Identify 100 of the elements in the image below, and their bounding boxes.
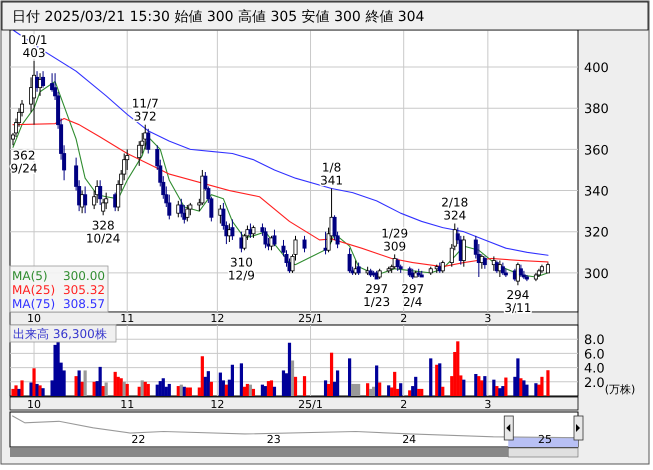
candlestick [230,218,234,240]
bar [92,382,96,396]
bar [357,384,360,396]
x-tick-label: 25/1 [298,398,323,411]
bar [20,380,24,396]
bar [516,358,520,396]
bar [180,384,183,396]
text: MA(75) 308.57 [12,297,105,311]
line-series [12,29,548,256]
bar [266,381,270,396]
bar [372,386,376,396]
y-axis-title: (万株) [604,383,636,396]
bar [393,372,396,396]
bar [38,385,42,396]
bar [498,388,502,396]
bar [210,382,213,396]
bar [182,386,186,396]
bar [41,388,45,396]
y-tick-label: 380 [584,102,609,118]
x-tick-label: 22 [131,433,146,446]
bar [420,388,424,396]
bar [348,358,352,396]
bar [525,384,529,396]
bar [534,383,538,396]
bar [399,383,402,396]
bar [56,342,60,396]
bar [270,380,274,396]
candlestick [500,262,505,276]
annotation: 11/7 372 [132,96,159,124]
bar [441,386,444,396]
bar [104,382,108,396]
y-tick-label: 320 [584,226,609,241]
bar [176,386,180,396]
bar [288,342,292,396]
bar [294,376,298,396]
bar [272,386,276,396]
bar [387,385,390,396]
candlestick [185,204,190,222]
text: MA(25) 305.32 [12,283,105,297]
bar [429,358,432,396]
bar [504,378,508,396]
bar [375,365,378,396]
bar [14,385,18,396]
bar [74,376,78,396]
bar [435,364,438,396]
candlestick [518,264,523,278]
x-tick-label: 11 [120,398,134,411]
candlestick [41,70,46,88]
bar [35,384,39,396]
bar [378,382,382,396]
bar [501,386,504,396]
annotation: 297 2/4 [401,282,424,310]
x-tick-label: 23 [266,433,281,446]
candlestick [272,229,276,247]
bar [126,384,129,396]
y-tick-label: 6.0 [584,347,605,362]
bar [140,380,144,396]
bar [224,384,228,396]
annotation: 2/18 324 [441,195,468,222]
bar [474,374,478,396]
bar [456,341,460,396]
candlestick [356,262,361,276]
candlestick [302,235,307,253]
x-tick-label: 10 [27,312,42,325]
bar [414,376,418,396]
bar [84,370,87,396]
x-tick-label: 12 [210,312,224,325]
bar [32,368,36,396]
y-tick-label: 8.0 [584,333,605,348]
candlestick [462,235,466,268]
bar [78,370,81,396]
x-tick-label: 2 [400,398,408,411]
bar [200,356,204,396]
x-tick-label: 2 [400,312,408,325]
x-tick-label: 12 [210,398,224,411]
bar [336,370,340,396]
bar [162,378,165,396]
bar [11,388,15,396]
annotation: 1/8 341 [320,160,344,188]
candlestick [98,180,102,206]
bar [138,386,141,396]
bar [206,371,210,396]
bar [252,388,256,396]
bar [302,376,306,396]
bar [240,363,244,396]
chart-title: 出来高 36,300株 [13,327,107,341]
bar [477,376,480,396]
bar [282,370,286,396]
bar [260,384,264,396]
bar [186,387,189,396]
bar [546,370,550,396]
bar [246,384,250,396]
bar [144,382,147,396]
x-tick-label: 25 [538,433,552,446]
bar [330,352,334,396]
candlestick [263,227,268,249]
text: MA(5) 300.00 [12,269,105,283]
bar [462,380,466,396]
bar [324,380,328,396]
bar [230,364,234,396]
